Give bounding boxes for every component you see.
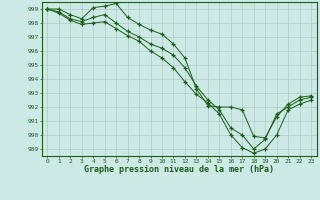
X-axis label: Graphe pression niveau de la mer (hPa): Graphe pression niveau de la mer (hPa) [84, 165, 274, 174]
